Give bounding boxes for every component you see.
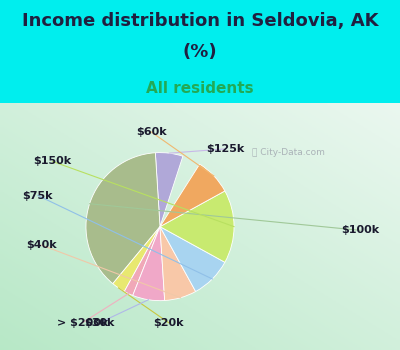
Text: $125k: $125k bbox=[206, 144, 244, 154]
Wedge shape bbox=[124, 227, 160, 295]
Wedge shape bbox=[86, 153, 160, 284]
Text: $75k: $75k bbox=[23, 190, 53, 201]
Wedge shape bbox=[113, 227, 160, 292]
Wedge shape bbox=[160, 164, 225, 227]
Text: $60k: $60k bbox=[136, 127, 166, 137]
Text: $20k: $20k bbox=[154, 318, 184, 328]
Wedge shape bbox=[160, 191, 234, 262]
Text: > $200k: > $200k bbox=[57, 318, 108, 328]
Wedge shape bbox=[133, 227, 165, 301]
Text: Income distribution in Seldovia, AK: Income distribution in Seldovia, AK bbox=[22, 12, 378, 30]
Text: (%): (%) bbox=[183, 43, 217, 61]
Text: $100k: $100k bbox=[341, 225, 379, 235]
Text: $40k: $40k bbox=[26, 240, 57, 250]
Text: All residents: All residents bbox=[146, 80, 254, 96]
Text: ⓘ City-Data.com: ⓘ City-Data.com bbox=[252, 148, 324, 157]
Text: $30k: $30k bbox=[84, 318, 114, 328]
Wedge shape bbox=[160, 227, 196, 301]
Wedge shape bbox=[155, 153, 183, 227]
Wedge shape bbox=[160, 227, 225, 292]
Text: $150k: $150k bbox=[34, 156, 72, 167]
